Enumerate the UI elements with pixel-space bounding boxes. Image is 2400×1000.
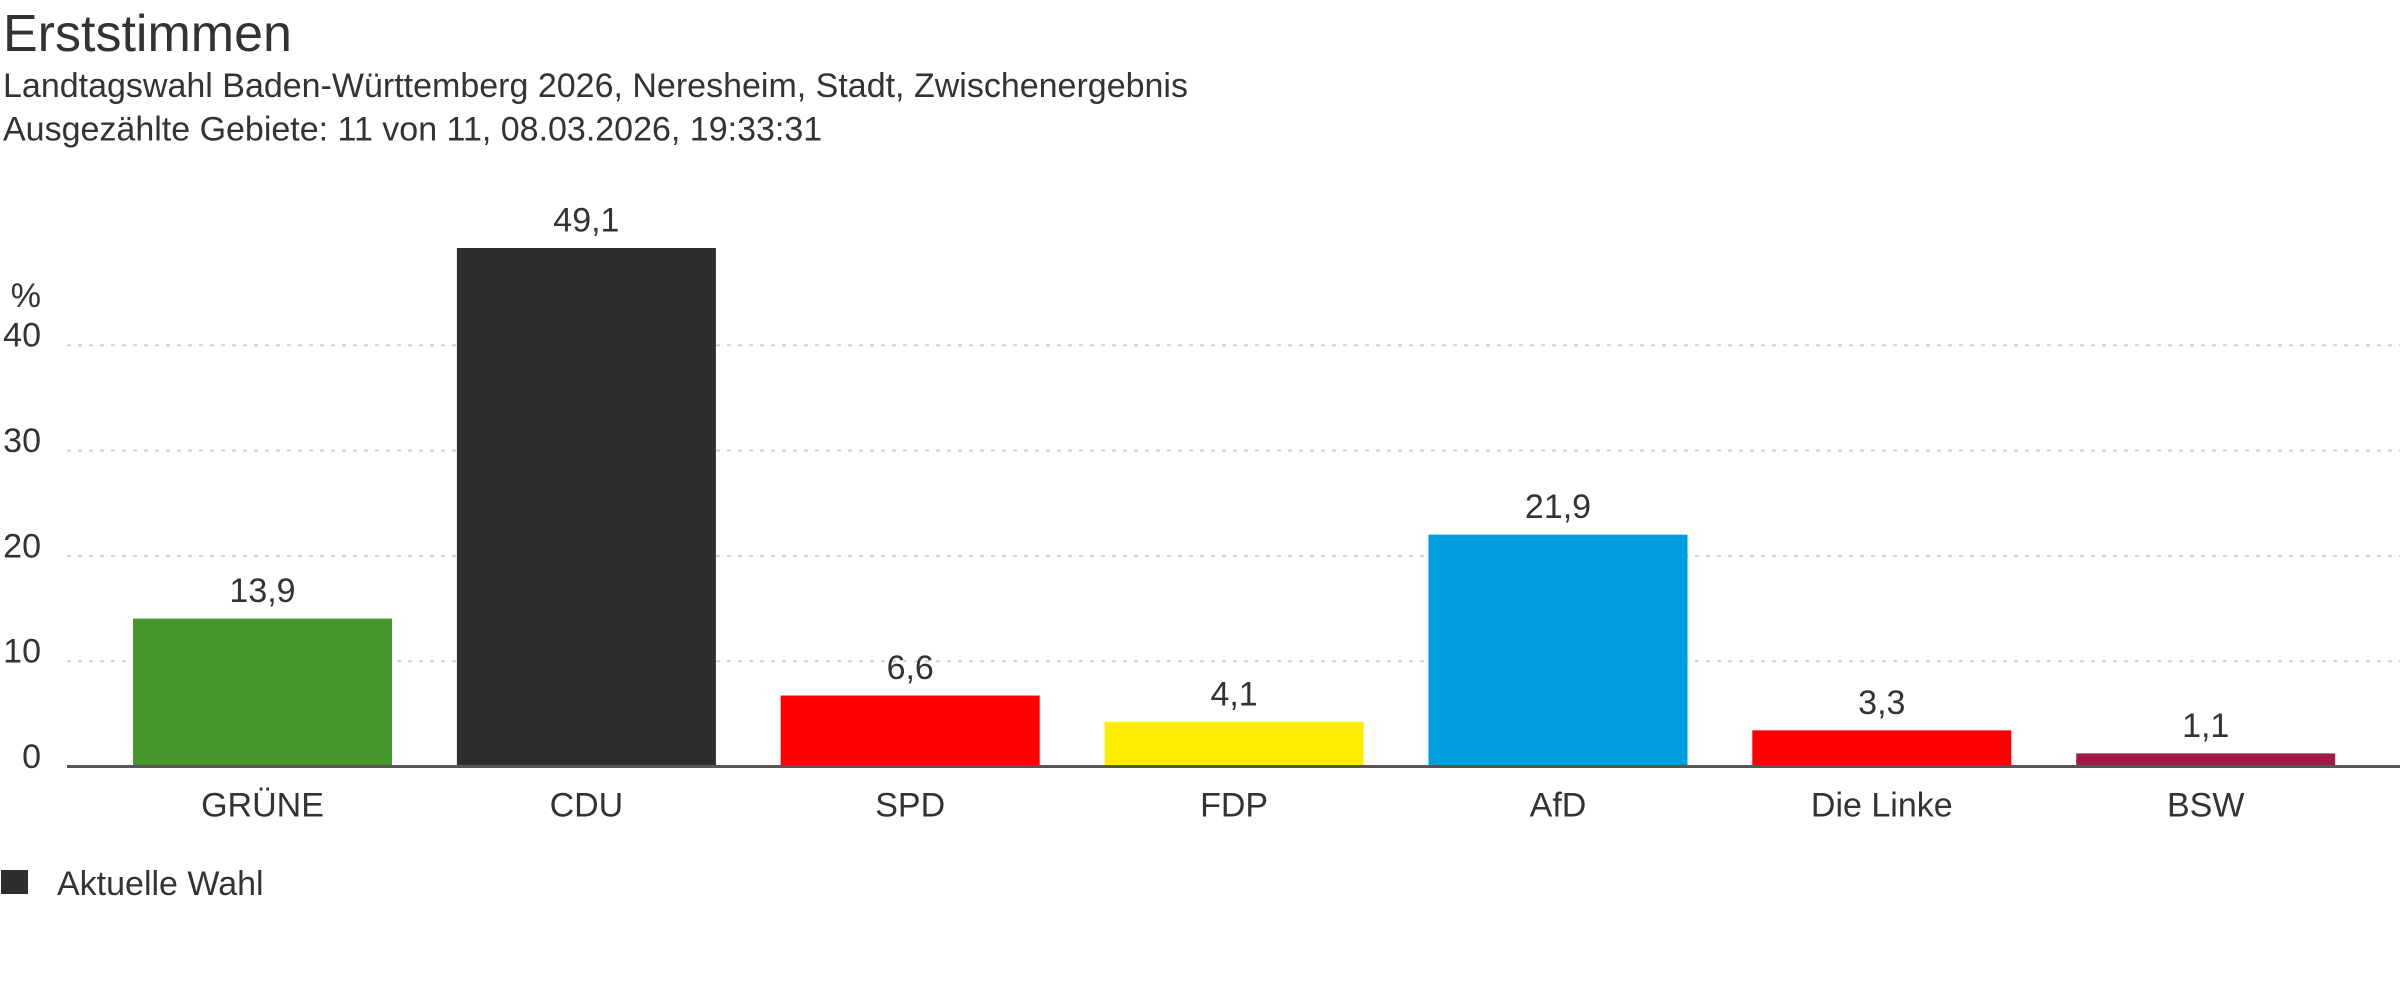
svg-text:AfD: AfD [1530, 787, 1587, 825]
svg-text:49,1: 49,1 [553, 202, 619, 240]
svg-text:Landtagswahl Baden-Württemberg: Landtagswahl Baden-Württemberg 2026, Ner… [3, 67, 1188, 105]
svg-text:Ausgezählte Gebiete: 11 von 11: Ausgezählte Gebiete: 11 von 11, 08.03.20… [3, 111, 822, 149]
svg-text:4,1: 4,1 [1210, 675, 1257, 713]
svg-text:13,9: 13,9 [229, 572, 295, 610]
svg-text:Aktuelle Wahl: Aktuelle Wahl [57, 865, 264, 903]
svg-text:40: 40 [3, 317, 41, 355]
svg-text:SPD: SPD [875, 787, 945, 825]
svg-text:10: 10 [3, 633, 41, 671]
svg-text:20: 20 [3, 527, 41, 565]
svg-text:CDU: CDU [550, 787, 624, 825]
svg-text:30: 30 [3, 422, 41, 460]
svg-text:6,6: 6,6 [887, 649, 934, 687]
svg-text:BSW: BSW [2167, 787, 2244, 825]
svg-text:Erststimmen: Erststimmen [3, 5, 292, 63]
svg-text:21,9: 21,9 [1525, 488, 1591, 526]
svg-text:GRÜNE: GRÜNE [201, 787, 324, 825]
svg-text:Die Linke: Die Linke [1811, 787, 1953, 825]
svg-text:1,1: 1,1 [2182, 707, 2229, 745]
svg-text:0: 0 [22, 738, 41, 776]
svg-text:FDP: FDP [1200, 787, 1268, 825]
svg-text:3,3: 3,3 [1858, 684, 1905, 722]
svg-text:%: % [11, 277, 41, 315]
